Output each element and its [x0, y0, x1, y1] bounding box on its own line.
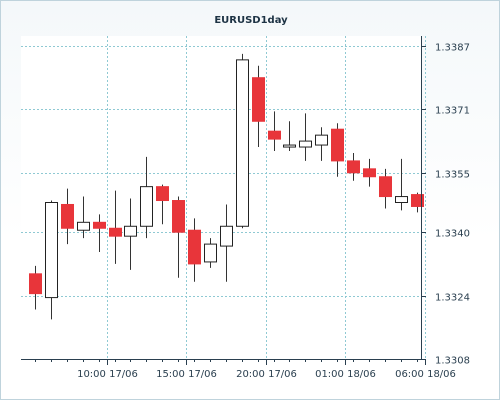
- candle: [109, 190, 122, 264]
- candle-body-up: [45, 202, 58, 299]
- candle: [220, 204, 233, 282]
- candle: [172, 196, 185, 278]
- candle-body-down: [347, 160, 360, 174]
- y-tick-label: 1.3371: [435, 106, 470, 117]
- candle-body-down: [268, 130, 281, 140]
- plot-area: [21, 36, 421, 359]
- candle: [252, 65, 265, 148]
- candle-layer: [29, 53, 424, 320]
- candle-body-up: [299, 140, 312, 148]
- candle-body-up: [77, 221, 90, 231]
- candle: [411, 192, 424, 213]
- candle: [188, 218, 201, 282]
- candle: [93, 214, 106, 253]
- candle-body-down: [411, 194, 424, 207]
- candle: [140, 156, 153, 239]
- candle-body-down: [252, 77, 265, 122]
- x-tick-label: 20:00 17/06: [236, 369, 297, 380]
- candle: [268, 111, 281, 151]
- y-tick-label: 1.3387: [435, 43, 470, 54]
- candle: [77, 196, 90, 239]
- y-tick-label: 1.3340: [435, 229, 470, 240]
- candle: [347, 152, 360, 181]
- y-tick-label: 1.3308: [435, 356, 470, 367]
- candle-body-up: [204, 243, 217, 263]
- candle-body-up: [140, 186, 153, 227]
- candle-body-down: [93, 221, 106, 229]
- y-tick-label: 1.3324: [435, 293, 470, 304]
- candle: [45, 200, 58, 320]
- candle: [204, 238, 217, 268]
- candle-body-down: [156, 186, 169, 202]
- candle-body-up: [124, 225, 137, 237]
- candle-body-up: [395, 196, 408, 203]
- candle-body-up: [236, 59, 249, 227]
- x-tick-label: 06:00 18/06: [395, 369, 456, 380]
- candle-body-down: [363, 168, 376, 178]
- candle: [29, 265, 42, 310]
- candle: [61, 188, 74, 245]
- candle: [124, 198, 137, 270]
- candle: [315, 127, 328, 161]
- x-tick-label: 15:00 17/06: [156, 369, 217, 380]
- candle-body-down: [379, 176, 392, 198]
- candle: [156, 184, 169, 225]
- y-tick-label: 1.3355: [435, 170, 470, 181]
- candle: [331, 123, 344, 177]
- candle: [236, 53, 249, 229]
- candle-body-down: [172, 200, 185, 233]
- candle: [299, 113, 312, 161]
- candle-body-down: [29, 273, 42, 295]
- x-tick-label: 10:00 17/06: [77, 369, 138, 380]
- x-tick-label: 01:00 18/06: [315, 369, 376, 380]
- candle-body-up: [315, 134, 328, 146]
- candle: [363, 158, 376, 187]
- candle-body-down: [61, 203, 74, 229]
- candle-body-down: [331, 128, 344, 162]
- candle-body-up: [283, 144, 296, 148]
- candle: [283, 121, 296, 151]
- candle-body-up: [220, 225, 233, 247]
- candle: [379, 168, 392, 209]
- axis-layer: 1.3387 1.3371 1.3355 1.3340 1.3324 1.3308 10:0…: [21, 36, 470, 380]
- candle-body-down: [188, 229, 201, 265]
- candle-body-down: [109, 227, 122, 237]
- candle: [395, 158, 408, 211]
- chart-title: EURUSD1day: [214, 15, 288, 26]
